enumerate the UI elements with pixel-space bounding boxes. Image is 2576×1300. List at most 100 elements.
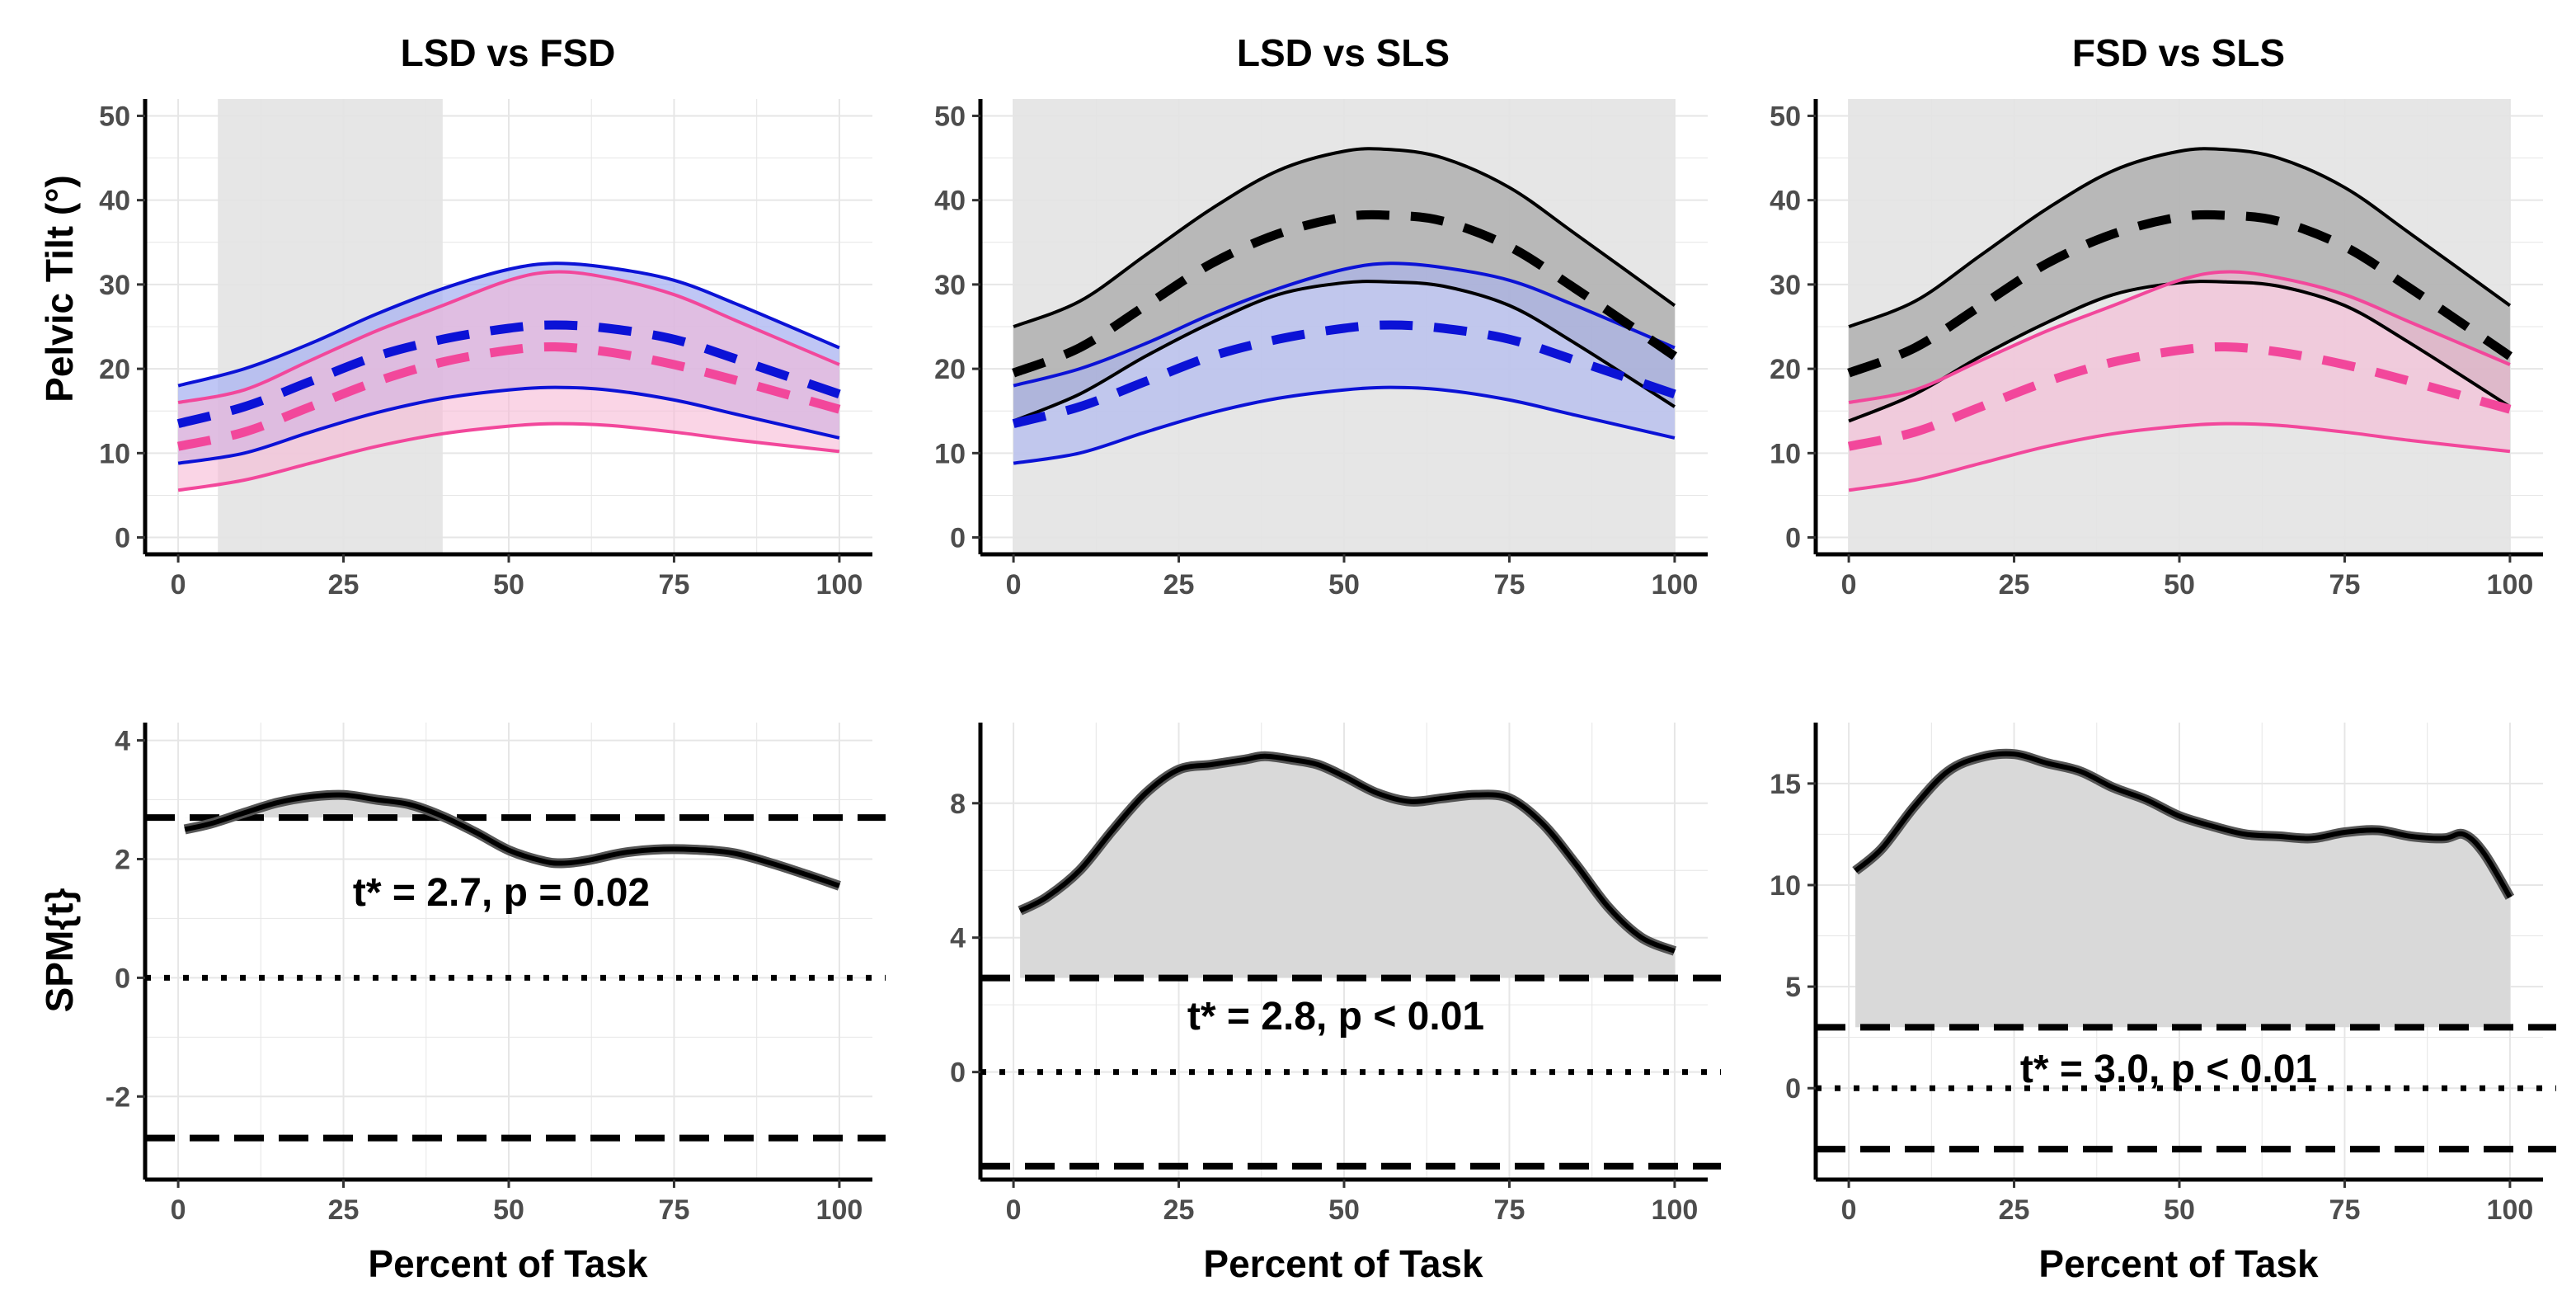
x-tick-label: 100: [2487, 569, 2534, 601]
x-tick-label: 50: [493, 1194, 524, 1226]
plot-area: 0 25 50 75 100 0 4 8: [950, 723, 1721, 1226]
x-tick-label: 75: [1494, 569, 1525, 601]
x-tick-label: 100: [816, 569, 863, 601]
y-tick-label: 2: [115, 844, 130, 875]
panel-title: FSD vs SLS: [2072, 31, 2285, 74]
upper-line-fsd: [1848, 270, 2511, 404]
y-tick-label: 0: [950, 1057, 966, 1089]
upper-line-fsd: [177, 270, 840, 404]
mean-line-lsd: [176, 320, 841, 428]
y-tick-label: 20: [99, 354, 130, 385]
x-tick-label: 75: [2329, 1194, 2361, 1226]
y-tick-label: 10: [1770, 438, 1801, 469]
panel-title: LSD vs FSD: [401, 31, 616, 74]
y-tick-label: 20: [1770, 354, 1801, 385]
x-tick-label: 75: [2329, 569, 2361, 601]
upper-line-lsd: [1013, 261, 1676, 388]
x-tick-label: 25: [328, 1194, 360, 1226]
panel-title: LSD vs SLS: [1237, 31, 1450, 74]
y-tick-label: 40: [99, 186, 130, 217]
y-tick-label: 0: [950, 523, 966, 554]
x-tick-label: 0: [1006, 569, 1022, 601]
annotation-text: t* = 2.7, p = 0.02: [353, 871, 650, 915]
x-tick-label: 50: [2164, 1194, 2195, 1226]
x-tick-label: 25: [1163, 1194, 1195, 1226]
x-tick-label: 50: [1328, 1194, 1360, 1226]
annotation-text: t* = 3.0, p < 0.01: [2020, 1048, 2317, 1091]
band-lsd: [1013, 263, 1675, 464]
y-tick-label: 0: [115, 963, 130, 994]
x-tick-label: 0: [1006, 1194, 1022, 1226]
x-tick-label: 25: [328, 569, 360, 601]
x-tick-label: 0: [1841, 569, 1857, 601]
y-tick-label: 0: [115, 523, 130, 554]
x-tick-label: 25: [1163, 569, 1195, 601]
y-axis-title-top: Pelvic Tilt (°): [38, 175, 81, 403]
x-axis-title: Percent of Task: [2038, 1242, 2319, 1285]
y-tick-label: 4: [950, 923, 966, 954]
plot-area: 0 25 50 75 100 0 10 20 30 40 50: [99, 99, 872, 601]
panel-fsd-vs-sls: 0 25 50 75 100 0 10 20 30 40 50 FSD vs SLS: [1770, 31, 2543, 601]
y-tick-label: 0: [1785, 523, 1801, 554]
mean-line-fsd: [176, 341, 841, 451]
x-axis-title: Percent of Task: [1203, 1242, 1483, 1285]
lower-line-fsd: [1848, 422, 2511, 492]
y-tick-label: 30: [934, 270, 966, 301]
plot-area: 0 25 50 75 100 0 10 20 30 40 50: [934, 99, 1708, 601]
plot-area: 0 25 50 75 100 0 10 20 30 40 50: [1770, 99, 2543, 601]
spm-curve: [184, 792, 840, 888]
y-tick-label: 4: [115, 726, 130, 757]
mean-line-sls: [1847, 210, 2513, 378]
lower-line-sls: [1013, 280, 1676, 423]
x-tick-label: 0: [171, 1194, 186, 1226]
y-tick-label: -2: [106, 1081, 130, 1113]
panel-spm-fsd-vs-sls: 0 25 50 75 100 0 5 10 15 t* = 3.0, p < 0.01 Perc…: [1770, 723, 2556, 1285]
y-tick-label: 50: [1770, 101, 1801, 132]
band-sls: [1013, 148, 1675, 422]
band-fsd: [178, 271, 839, 491]
y-tick-label: 10: [1770, 870, 1801, 902]
y-tick-label: 10: [99, 438, 130, 469]
spm-curve: [1018, 753, 1676, 954]
x-tick-label: 0: [171, 569, 186, 601]
panel-lsd-vs-fsd: 0 25 50 75 100 0 10 20 30 40 50 LSD vs FSD: [99, 31, 872, 601]
y-tick-label: 50: [99, 101, 130, 132]
spm-curve: [1854, 751, 2513, 899]
y-tick-label: 40: [934, 186, 966, 217]
x-tick-label: 25: [1999, 1194, 2030, 1226]
y-tick-label: 40: [1770, 186, 1801, 217]
y-axis-title-bottom: SPM{t}: [38, 888, 81, 1013]
x-tick-label: 100: [2487, 1194, 2534, 1226]
mean-line-lsd: [1012, 320, 1676, 428]
upper-line-lsd: [177, 261, 840, 388]
x-tick-label: 50: [1328, 569, 1360, 601]
x-tick-label: 75: [659, 1194, 690, 1226]
lower-line-lsd: [1013, 385, 1676, 465]
grid: [145, 723, 872, 1180]
panel-spm-lsd-vs-fsd: 0 25 50 75 100 -2 0 2 4 t* = 2.7, p = 0.02 Perce…: [106, 723, 886, 1285]
y-tick-label: 50: [934, 101, 966, 132]
y-tick-label: 0: [1785, 1073, 1801, 1105]
annotation-text: t* = 2.8, p < 0.01: [1187, 995, 1484, 1039]
x-tick-label: 75: [659, 569, 690, 601]
y-tick-label: 20: [934, 354, 966, 385]
y-tick-label: 30: [99, 270, 130, 301]
mean-line-sls: [1012, 210, 1678, 378]
suprathreshold-cluster: [229, 794, 446, 818]
y-tick-label: 15: [1770, 769, 1801, 800]
panel-spm-lsd-vs-sls: 0 25 50 75 100 0 4 8 t* = 2.8, p < 0.01 Percent…: [950, 723, 1721, 1285]
band-sls: [1849, 148, 2510, 422]
y-tick-label: 30: [1770, 270, 1801, 301]
lower-line-sls: [1848, 280, 2511, 423]
mean-line-fsd: [1847, 341, 2512, 451]
x-tick-label: 50: [2164, 569, 2195, 601]
y-tick-label: 5: [1785, 972, 1801, 1003]
lower-line-fsd: [177, 422, 840, 492]
x-tick-label: 100: [1652, 569, 1699, 601]
x-tick-label: 0: [1841, 1194, 1857, 1226]
upper-line-sls: [1013, 147, 1676, 328]
x-tick-label: 100: [1652, 1194, 1699, 1226]
plot-area: 0 25 50 75 100 -2 0 2 4: [106, 723, 886, 1226]
x-tick-label: 100: [816, 1194, 863, 1226]
